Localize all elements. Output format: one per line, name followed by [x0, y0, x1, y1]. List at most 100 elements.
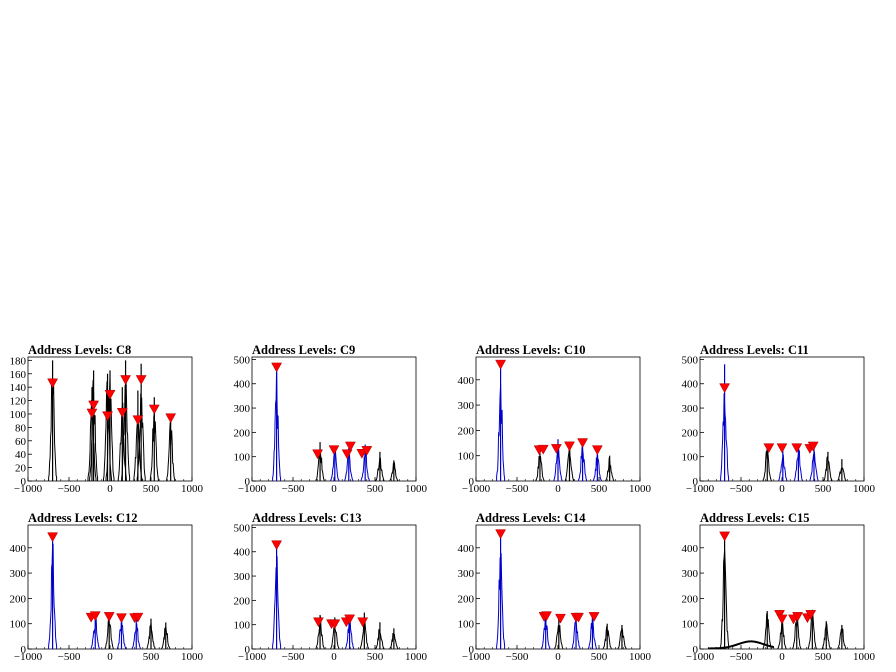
x-tick-label: 1000 [629, 651, 652, 663]
peak-marker [356, 449, 368, 459]
y-tick-label: 180 [10, 355, 27, 367]
histogram-series [48, 537, 171, 649]
peak-marker [357, 617, 369, 628]
panel-7: Address Levels: C15 −1000 −500 0 500 1000 0 100… [682, 511, 876, 663]
panel-title: Address Levels: C9 [252, 343, 355, 357]
peak-marker [47, 532, 59, 543]
panel-title: Address Levels: C10 [476, 343, 586, 357]
y-tick-label: 400 [682, 543, 699, 555]
peak-marker [776, 614, 788, 625]
x-tick-label: −1000 [462, 651, 491, 663]
x-tick-label: 1000 [405, 483, 428, 495]
background-hump [708, 640, 775, 649]
peak-marker [328, 445, 340, 456]
y-tick-label: 200 [234, 595, 251, 607]
y-tick-label: 200 [458, 425, 475, 437]
x-tick-label: 500 [367, 483, 384, 495]
x-tick-label: 0 [779, 483, 785, 495]
peak-marker [88, 400, 100, 411]
peak-marker [564, 441, 575, 452]
panel-title: Address Levels: C8 [28, 343, 131, 357]
x-tick-label: 0 [555, 483, 561, 495]
y-tick-label: 100 [682, 619, 699, 631]
peak-marker [89, 611, 101, 622]
y-tick-label: 400 [234, 379, 251, 391]
peak-marker [312, 617, 324, 628]
peak-marker [271, 362, 283, 373]
y-tick-label: 500 [234, 354, 251, 366]
y-tick-label: 100 [10, 409, 27, 421]
peak-marker [86, 408, 98, 419]
histogram-series [272, 544, 399, 649]
y-tick-label: 200 [458, 593, 475, 605]
y-tick-label: 200 [234, 427, 251, 439]
peak-marker [792, 612, 804, 622]
histogram-series [496, 364, 615, 481]
y-tick-label: 500 [234, 522, 251, 534]
y-tick-label: 0 [21, 476, 27, 488]
x-tick-label: 0 [331, 483, 337, 495]
y-tick-label: 400 [10, 543, 27, 555]
x-tick-label: 500 [143, 651, 160, 663]
panel-title: Address Levels: C12 [28, 511, 138, 525]
x-tick-label: 500 [815, 483, 832, 495]
peak-marker [573, 612, 584, 623]
peak-marker [148, 404, 160, 415]
y-tick-label: 300 [458, 568, 475, 580]
peak-marker [103, 612, 115, 622]
histogram-series [708, 536, 847, 649]
x-tick-label: 1000 [853, 483, 876, 495]
peak-marker [763, 443, 775, 454]
peak-marker [116, 408, 128, 418]
y-tick-label: 20 [15, 463, 27, 475]
y-tick-label: 140 [10, 382, 27, 394]
peak-marker [132, 612, 144, 623]
x-tick-label: 500 [591, 483, 608, 495]
y-tick-label: 200 [10, 593, 27, 605]
panel-title: Address Levels: C11 [700, 343, 809, 357]
x-tick-label: 1000 [405, 651, 428, 663]
x-tick-label: −1000 [238, 483, 267, 495]
panel-5: Address Levels: C13 −1000 −500 0 500 1000 0 100… [234, 511, 428, 663]
y-tick-label: 60 [15, 436, 27, 448]
y-tick-label: 0 [469, 476, 475, 488]
y-tick-label: 300 [10, 568, 27, 580]
y-tick-label: 100 [234, 620, 251, 632]
y-tick-label: 0 [245, 644, 251, 656]
peak-marker [120, 375, 132, 385]
x-tick-label: −500 [506, 651, 529, 663]
peak-marker [591, 445, 603, 456]
x-tick-label: −1000 [14, 651, 43, 663]
histogram-series [272, 367, 399, 481]
y-tick-label: 0 [693, 644, 699, 656]
y-tick-label: 300 [458, 400, 475, 412]
y-tick-label: 100 [458, 619, 475, 631]
y-tick-label: 400 [682, 379, 699, 391]
panel-3: Address Levels: C11 −1000 −500 0 500 1000 0 100… [682, 343, 876, 495]
peak-marker [329, 619, 341, 630]
x-tick-label: 0 [331, 651, 337, 663]
peak-marker [805, 610, 817, 620]
x-tick-label: −500 [730, 483, 753, 495]
x-tick-label: −500 [58, 651, 81, 663]
peak-marker [555, 613, 566, 624]
x-tick-label: −1000 [686, 483, 715, 495]
x-tick-label: 0 [779, 651, 785, 663]
panel-6: Address Levels: C14 −1000 −500 0 500 1000 0 100… [458, 511, 652, 663]
panel-title: Address Levels: C14 [476, 511, 586, 525]
x-tick-label: 0 [107, 651, 113, 663]
peak-marker [361, 446, 373, 456]
peak-marker [541, 611, 552, 622]
panel-4: Address Levels: C12 −1000 −500 0 500 1000 0 100… [10, 511, 204, 663]
peak-marker [776, 443, 788, 454]
x-tick-label: 1000 [629, 483, 652, 495]
peak-marker [495, 359, 507, 370]
y-tick-label: 120 [10, 396, 27, 408]
y-tick-label: 0 [245, 476, 251, 488]
y-tick-label: 100 [234, 452, 251, 464]
y-tick-label: 0 [21, 644, 27, 656]
x-tick-label: 0 [107, 483, 113, 495]
x-tick-label: −500 [282, 483, 305, 495]
y-tick-label: 80 [15, 422, 27, 434]
x-tick-label: 1000 [853, 651, 876, 663]
